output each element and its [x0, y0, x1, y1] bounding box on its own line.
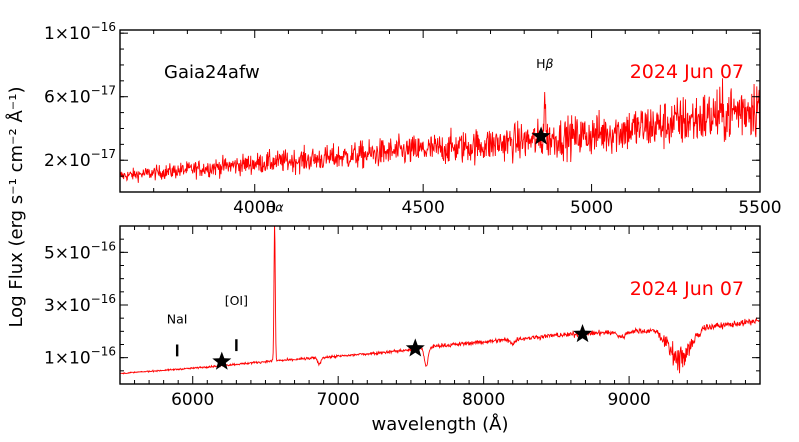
photometry-point — [573, 324, 593, 343]
x-tick-label: 6000 — [171, 390, 214, 410]
spectral-line-label: Hβ — [536, 56, 553, 71]
spectral-line-label: NaI — [167, 311, 188, 326]
x-tick-label: 8000 — [462, 390, 505, 410]
x-tick-label: 4500 — [402, 198, 445, 218]
panel-2: 6000 7000 8000 9000 1×10−16 3×10−16 5×10−16 NaI… — [44, 200, 761, 410]
x-axis-title: wavelength (Å) — [372, 413, 509, 435]
object-label: Gaia24afw — [164, 62, 260, 83]
panel-1: 4000 4500 5000 5500 2×10−17 6×10−17 1×10−16 Hβ G… — [44, 20, 782, 218]
spectrum-series — [120, 226, 760, 375]
x-tick-label: 7000 — [317, 390, 360, 410]
spectral-line-label: [OI] — [225, 293, 248, 308]
y-tick-label: 5×10−16 — [44, 239, 116, 263]
x-tick-label: 9000 — [607, 390, 650, 410]
y-tick-label: 6×10−17 — [44, 84, 116, 108]
spectrum-series — [120, 73, 760, 183]
y-tick-label: 1×10−16 — [44, 345, 116, 369]
photometry-point — [212, 351, 232, 370]
date-label: 2024 Jun 07 — [630, 61, 744, 83]
plot-frame — [119, 29, 761, 193]
x-tick-label: 5000 — [570, 198, 613, 218]
date-label: 2024 Jun 07 — [630, 278, 744, 300]
y-tick-label: 2×10−17 — [44, 147, 116, 171]
y-tick-label: 1×10−16 — [44, 20, 116, 44]
y-tick-label: 3×10−16 — [44, 292, 116, 316]
x-tick-label: 4000 — [233, 198, 276, 218]
y-axis-title: Log Flux (erg s⁻¹ cm⁻² Å⁻¹) — [5, 86, 27, 327]
photometry-point — [531, 126, 551, 145]
photometry-point — [405, 338, 425, 357]
spectral-line-label: Hα — [266, 200, 284, 215]
x-tick-label: 5500 — [738, 198, 781, 218]
